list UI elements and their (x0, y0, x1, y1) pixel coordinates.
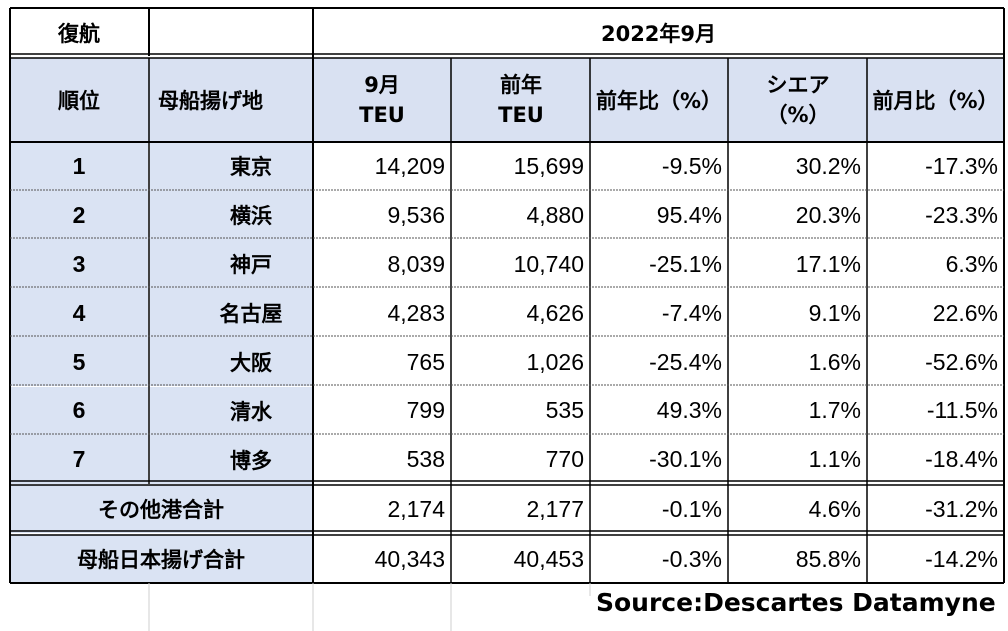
row-rank: 4 (10, 288, 148, 338)
row-mom: -17.3% (925, 152, 998, 179)
row-yoy: -7.4% (661, 299, 722, 326)
row-prev-year: 1,026 (526, 348, 584, 375)
other-total-yoy: -0.1% (661, 495, 722, 522)
row-mom: -18.4% (925, 446, 998, 473)
header-share-bottom: （%） (766, 103, 830, 127)
grand-total-label: 母船日本揚げ合計 (10, 535, 312, 583)
row-yoy: -25.4% (649, 348, 722, 375)
source-caption: Source:Descartes Datamyne (596, 588, 996, 617)
row-yoy: -25.1% (649, 250, 722, 277)
row-share: 1.6% (808, 348, 861, 375)
row-share: 1.1% (808, 446, 861, 473)
row-yoy: 95.4% (656, 201, 722, 228)
other-total-prev: 2,177 (526, 495, 584, 522)
grand-total-yoy: -0.3% (661, 545, 722, 572)
grand-total-teu: 40,343 (374, 545, 445, 572)
row-rank: 1 (10, 142, 148, 191)
direction-label: 復航 (58, 22, 100, 46)
row-port: 神戸 (150, 239, 312, 289)
grand-total-mom: -14.2% (925, 545, 998, 572)
row-rank: 2 (10, 190, 148, 240)
row-rank: 5 (10, 337, 148, 387)
header-share-top: シエア (766, 73, 830, 97)
header-band (10, 58, 1004, 142)
header-yoy: 前年比（%） (595, 89, 723, 113)
row-port: 横浜 (150, 190, 312, 240)
row-teu: 9,536 (387, 201, 445, 228)
row-rank: 6 (10, 386, 148, 436)
row-mom: 22.6% (932, 299, 998, 326)
row-teu: 8,039 (387, 250, 445, 277)
row-prev-year: 535 (545, 397, 584, 424)
row-mom: -11.5% (926, 397, 998, 424)
other-total-mom: -31.2% (925, 495, 998, 522)
header-prev-year-teu: 前年 TEU (452, 58, 590, 142)
header-month-top: 9月 (364, 73, 400, 97)
row-mom: 6.3% (945, 250, 998, 277)
row-share: 17.1% (795, 250, 861, 277)
row-port: 東京 (150, 142, 312, 191)
row-teu: 799 (406, 397, 445, 424)
row-prev-year: 15,699 (513, 152, 584, 179)
row-prev-year: 4,626 (526, 299, 584, 326)
row-rank: 7 (10, 435, 148, 485)
row-port: 大阪 (150, 337, 312, 387)
period-title: 2022年9月 (600, 22, 717, 46)
row-share: 20.3% (795, 201, 861, 228)
row-port: 名古屋 (150, 288, 312, 338)
header-mom: 前月比（%） (872, 89, 999, 113)
row-prev-year: 770 (545, 446, 584, 473)
row-teu: 14,209 (374, 152, 445, 179)
row-mom: -52.6% (925, 348, 998, 375)
row-share: 9.1% (808, 299, 861, 326)
row-mom: -23.3% (925, 201, 998, 228)
header-prev-year-top: 前年 (500, 73, 542, 97)
row-rank: 3 (10, 239, 148, 289)
row-yoy: 49.3% (656, 397, 722, 424)
row-teu: 538 (406, 446, 445, 473)
other-total-teu: 2,174 (387, 495, 445, 522)
header-port: 母船揚げ地 (158, 89, 263, 113)
row-port: 清水 (150, 386, 312, 436)
row-prev-year: 4,880 (526, 201, 584, 228)
row-teu: 765 (406, 348, 445, 375)
grand-total-prev: 40,453 (513, 545, 584, 572)
row-share: 1.7% (808, 397, 861, 424)
header-share: シエア （%） (729, 58, 867, 142)
row-yoy: -30.1% (649, 446, 722, 473)
other-total-share: 4.6% (808, 495, 861, 522)
row-teu: 4,283 (387, 299, 445, 326)
header-rank: 順位 (58, 89, 100, 113)
row-share: 30.2% (795, 152, 861, 179)
other-total-label: その他港合計 (10, 485, 312, 533)
header-month-bottom: TEU (359, 103, 405, 127)
row-prev-year: 10,740 (513, 250, 584, 277)
header-prev-year-bottom: TEU (498, 103, 544, 127)
row-yoy: -9.5% (661, 152, 722, 179)
grand-total-share: 85.8% (795, 545, 861, 572)
header-month-teu: 9月 TEU (313, 58, 451, 142)
row-port: 博多 (150, 435, 312, 485)
